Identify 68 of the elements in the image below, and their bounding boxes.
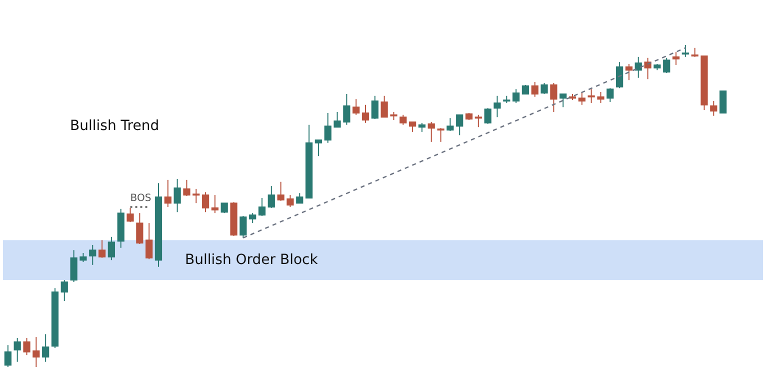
candlestick [183, 179, 190, 197]
series-label: BOS [130, 192, 152, 204]
candlestick [296, 192, 304, 204]
candlestick [126, 207, 134, 223]
candlestick [578, 92, 586, 106]
candlestick [362, 104, 370, 124]
candlestick [606, 88, 614, 102]
candlestick [512, 88, 520, 104]
candlestick [80, 252, 87, 263]
candlestick [540, 82, 548, 94]
candlestick [60, 280, 68, 302]
candlestick [192, 188, 200, 204]
candlestick [400, 114, 407, 126]
candlestick [371, 95, 378, 120]
candlestick [682, 44, 689, 58]
candlestick [4, 344, 12, 368]
candlestick [334, 111, 341, 128]
candlestick [202, 192, 210, 213]
candlestick [456, 114, 464, 136]
candlestick [437, 128, 444, 142]
candlestick [32, 336, 40, 368]
candlestick [408, 121, 416, 132]
candlestick [220, 202, 228, 214]
candlestick [446, 118, 454, 132]
candlestick [691, 47, 698, 58]
candlestick [89, 244, 96, 266]
candlestick [531, 82, 538, 98]
candlestick [314, 139, 322, 157]
candlestick [249, 212, 256, 224]
candlestick [164, 179, 172, 208]
candlestick [343, 93, 350, 126]
candlestick [494, 95, 501, 118]
candlestick [286, 194, 294, 208]
candlestick [588, 88, 595, 104]
candlestick [211, 194, 219, 214]
candlestick [277, 181, 284, 202]
candlestick [672, 52, 680, 66]
candlestick [324, 112, 332, 144]
candlestick [258, 197, 266, 216]
annotation: Bullish Trend [70, 118, 160, 134]
candlestick [474, 114, 482, 128]
candlestick [70, 250, 78, 282]
candlestick [136, 212, 144, 244]
candlestick [174, 178, 181, 213]
candlestick [625, 64, 633, 81]
candlestick [560, 93, 567, 108]
candlestick [720, 90, 727, 114]
candlestick [616, 62, 624, 89]
band-label: Bullish Order Block [185, 252, 319, 268]
candlestick [268, 186, 275, 208]
candlestick [597, 92, 604, 104]
candlestick [98, 240, 106, 258]
candlestick [14, 338, 21, 362]
candlestick [663, 57, 670, 74]
candlestick [352, 98, 360, 116]
candlestick [23, 338, 30, 356]
candlestick [484, 108, 492, 124]
candlestick [550, 82, 558, 112]
candlestick [380, 95, 388, 118]
candlestick [240, 215, 247, 238]
candlestick [108, 236, 115, 261]
candlestick [42, 334, 50, 362]
candlestick [428, 121, 435, 142]
candlestick [634, 56, 642, 78]
candlestick [522, 84, 530, 94]
candlestick [418, 122, 426, 132]
candlestick [710, 100, 718, 116]
candlestick [146, 222, 153, 260]
